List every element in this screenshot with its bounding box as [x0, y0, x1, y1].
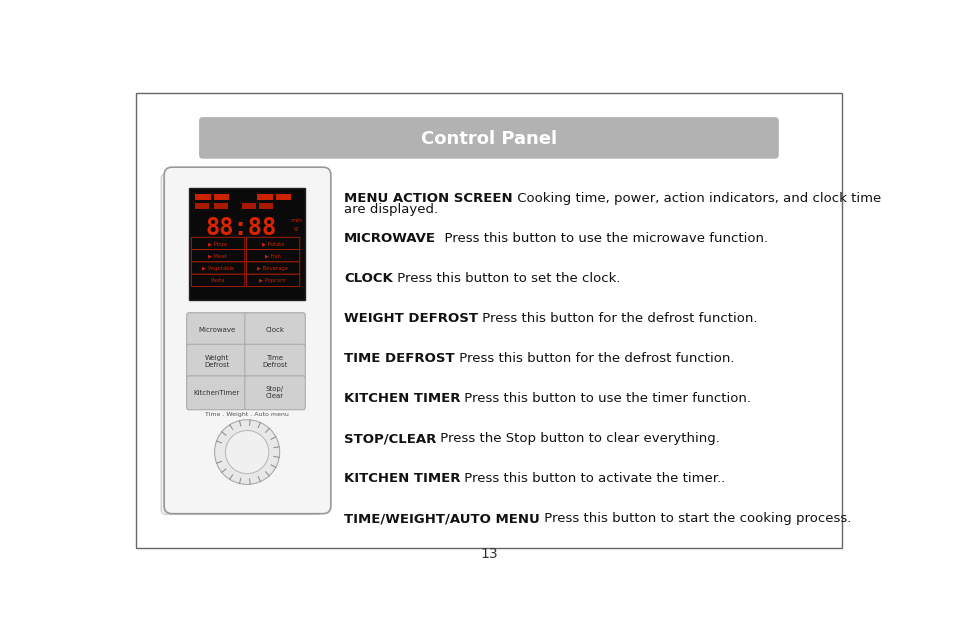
Text: STOP/CLEAR: STOP/CLEAR [344, 432, 436, 445]
Text: 88:88: 88:88 [205, 216, 276, 240]
Text: Press this button to set the clock.: Press this button to set the clock. [393, 272, 619, 285]
FancyBboxPatch shape [192, 262, 245, 274]
Text: Microwave: Microwave [198, 327, 235, 333]
Bar [275, 194, 291, 200]
Text: Press this button for the defrost function.: Press this button for the defrost functi… [455, 352, 734, 365]
Text: Control Panel: Control Panel [420, 130, 557, 148]
Text: are displayed.: are displayed. [344, 204, 437, 216]
Bar [189, 188, 305, 300]
Text: Press this button to activate the timer..: Press this button to activate the timer.… [460, 472, 725, 485]
Text: Pasta: Pasta [211, 278, 225, 283]
FancyBboxPatch shape [192, 237, 245, 249]
Text: Press this button for the defrost function.: Press this button for the defrost functi… [477, 312, 757, 325]
FancyBboxPatch shape [246, 237, 299, 249]
Text: MICROWAVE: MICROWAVE [344, 232, 436, 245]
FancyBboxPatch shape [246, 262, 299, 274]
FancyBboxPatch shape [245, 376, 305, 410]
Bar [257, 194, 273, 200]
FancyBboxPatch shape [187, 376, 247, 410]
FancyBboxPatch shape [245, 313, 305, 347]
Text: Time
Defrost: Time Defrost [262, 355, 288, 368]
FancyBboxPatch shape [187, 313, 247, 347]
Text: ▶ Vegetable: ▶ Vegetable [201, 266, 233, 270]
FancyBboxPatch shape [164, 167, 331, 514]
Text: ▶ Popcorn: ▶ Popcorn [259, 278, 286, 283]
Text: TIME DEFROST: TIME DEFROST [344, 352, 455, 365]
FancyBboxPatch shape [192, 274, 245, 287]
Text: KITCHEN TIMER: KITCHEN TIMER [344, 472, 460, 485]
Text: Weight
Defrost: Weight Defrost [204, 355, 230, 368]
Text: Press the Stop button to clear everything.: Press the Stop button to clear everythin… [436, 432, 720, 445]
Text: Cooking time, power, action indicators, and clock time: Cooking time, power, action indicators, … [512, 192, 880, 205]
Bar [241, 204, 255, 209]
Text: Stop/
Clear: Stop/ Clear [266, 386, 284, 399]
FancyBboxPatch shape [245, 344, 305, 378]
FancyBboxPatch shape [199, 117, 778, 159]
Text: KITCHEN TIMER: KITCHEN TIMER [344, 392, 460, 405]
Text: CLOCK: CLOCK [344, 272, 393, 285]
FancyBboxPatch shape [187, 344, 247, 378]
FancyBboxPatch shape [246, 274, 299, 287]
Text: Press this button to start the cooking process.: Press this button to start the cooking p… [539, 512, 850, 525]
Text: ▶ Potato: ▶ Potato [261, 241, 284, 246]
Text: MENU ACTION SCREEN: MENU ACTION SCREEN [344, 192, 512, 205]
Text: ▶ Pizza: ▶ Pizza [208, 241, 227, 246]
FancyBboxPatch shape [161, 174, 321, 515]
Text: g: g [294, 226, 297, 230]
Bar [213, 194, 229, 200]
Text: WEIGHT DEFROST: WEIGHT DEFROST [344, 312, 477, 325]
FancyBboxPatch shape [164, 172, 324, 513]
FancyBboxPatch shape [136, 93, 841, 548]
Bar [195, 204, 209, 209]
Bar [195, 194, 211, 200]
Text: Press this button to use the microwave function.: Press this button to use the microwave f… [436, 232, 767, 245]
Text: TIME/WEIGHT/AUTO MENU: TIME/WEIGHT/AUTO MENU [344, 512, 539, 525]
Text: Time . Weight . Auto menu: Time . Weight . Auto menu [205, 412, 289, 417]
Text: Press this button to use the timer function.: Press this button to use the timer funct… [460, 392, 751, 405]
FancyBboxPatch shape [192, 249, 245, 262]
Text: ▶ Fish: ▶ Fish [265, 253, 280, 258]
FancyBboxPatch shape [246, 249, 299, 262]
Bar [258, 204, 273, 209]
Text: KitchenTimer: KitchenTimer [193, 390, 240, 396]
Text: min: min [290, 218, 301, 223]
Circle shape [225, 431, 269, 474]
Text: ▶ Meat: ▶ Meat [208, 253, 227, 258]
Text: 13: 13 [479, 547, 497, 561]
Bar [213, 204, 228, 209]
Text: Clock: Clock [265, 327, 284, 333]
Circle shape [214, 420, 279, 485]
Text: ▶ Beverage: ▶ Beverage [257, 266, 288, 270]
